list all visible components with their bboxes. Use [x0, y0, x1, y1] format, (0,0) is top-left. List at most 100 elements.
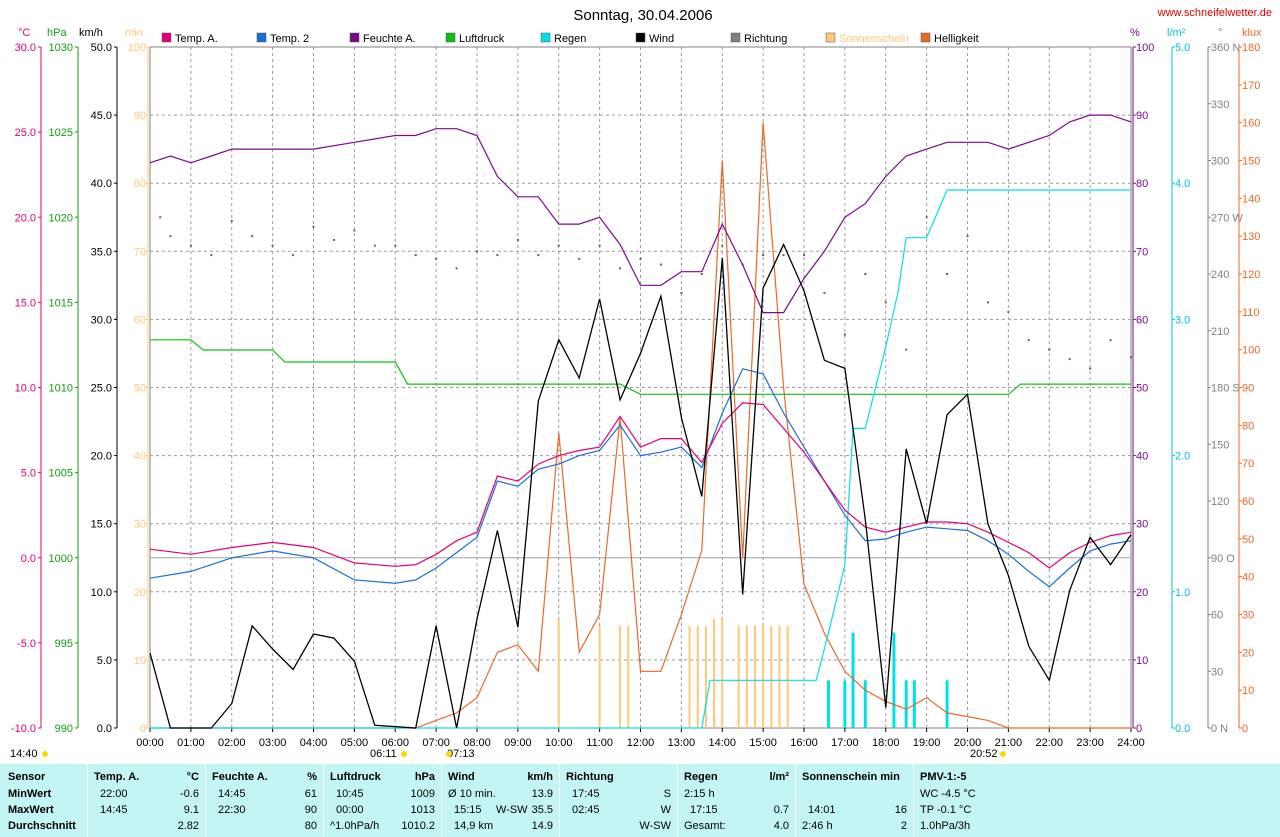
temp-unit: °C: [186, 771, 199, 783]
direction-point: [292, 254, 295, 257]
pressure-axis-label: 1020: [49, 212, 73, 224]
wind-axis-label: 45.0: [91, 110, 112, 122]
time-label: 20:00: [954, 737, 982, 749]
sunshine-header: Sonnenschein min: [802, 771, 900, 783]
wind-avg10-label: Ø 10 min.: [448, 788, 496, 800]
weather-chart: Sonntag, 30.04.2006 www.schneifelwetter.…: [10, 7, 1272, 760]
pressure-avg: 1010.2: [401, 820, 435, 832]
direction-axis-label: 270 W: [1211, 212, 1243, 224]
temp-max-val: 9.1: [183, 804, 199, 816]
legend-label-0: Temp. A.: [175, 33, 218, 45]
direction-axis-label: 0 N: [1211, 723, 1228, 735]
direction-point: [496, 254, 499, 257]
direction-point: [986, 301, 989, 304]
direction-point: [905, 348, 908, 351]
direction-point: [353, 229, 356, 232]
direction-point: [189, 244, 192, 247]
legend-swatch-4: [540, 32, 551, 43]
stats-panel: Sensor MinWert MaxWert Durchschnitt Temp…: [0, 764, 1280, 837]
direction-axis-label: 90 O: [1211, 553, 1235, 565]
direction-min-time: 17:45: [572, 788, 600, 800]
direction-point: [210, 254, 213, 257]
legend-swatch-6: [730, 32, 741, 43]
legend-label-7: Sonnenschein: [839, 33, 909, 45]
humidity-axis-label: 20: [1136, 587, 1148, 599]
direction-axis-label: 300: [1211, 156, 1229, 168]
direction-point: [516, 238, 519, 241]
time-label: 01:00: [177, 737, 205, 749]
direction-point: [455, 267, 458, 270]
pressure-axis-label: 995: [55, 638, 73, 650]
rain-total-label: Gesamt:: [684, 820, 726, 832]
pmv-tp: TP -0.1 °C: [920, 804, 972, 816]
temp-min-val: -0.6: [180, 788, 199, 800]
direction-point: [476, 250, 478, 253]
unit-humidity: %: [1130, 27, 1140, 39]
light-axis-label: 120: [1242, 269, 1260, 281]
direction-point: [659, 263, 662, 266]
temp-column: Temp. A. °C 22:00 -0.6 14:45 9.1 2.82: [88, 764, 206, 837]
time-label: 18:00: [872, 737, 900, 749]
pmv-header: PMV-1:-5: [920, 771, 967, 783]
pressure-axis-label: 1010: [49, 383, 73, 395]
pressure-unit: hPa: [414, 771, 435, 783]
sunshine-duration: 2:46 h: [802, 820, 833, 832]
series-regen: [150, 189, 1131, 729]
sun-axis-label: 10: [134, 655, 146, 667]
unit-rain: l/m²: [1167, 27, 1186, 39]
pressure-min-val: 1009: [410, 788, 435, 800]
sun-axis-label: 90: [134, 110, 146, 122]
time-label: 03:00: [259, 737, 287, 749]
time-label: 00:00: [136, 737, 164, 749]
sensor-column: Sensor MinWert MaxWert Durchschnitt: [0, 764, 88, 837]
moonrise-label: 14:40: [10, 748, 38, 760]
wind-axis-label: 20.0: [91, 451, 112, 463]
direction-axis-label: 120: [1211, 496, 1229, 508]
direction-point: [1089, 367, 1092, 370]
sun-axis-label: 30: [134, 519, 146, 531]
temp-max-time: 14:45: [100, 804, 128, 816]
direction-point: [843, 333, 846, 336]
direction-point: [598, 244, 601, 247]
noon-label: 07:13: [447, 748, 475, 760]
temp-avg: 2.82: [177, 820, 199, 832]
sun-axis-label: 20: [134, 587, 146, 599]
sun-axis-label: 100: [128, 42, 146, 54]
direction-max-time: 02:45: [572, 804, 600, 816]
humidity-max-time: 22:30: [218, 804, 246, 816]
direction-point: [537, 254, 540, 257]
humidity-axis-label: 50: [1136, 383, 1148, 395]
pressure-trend: ^1.0hPa/h: [330, 820, 380, 832]
humidity-axis-label: 80: [1136, 178, 1148, 190]
time-label: 14:00: [708, 737, 736, 749]
pressure-axis-label: 1030: [49, 42, 73, 54]
series-helligkeit: [150, 122, 1131, 729]
series-temp-a-: [149, 402, 1132, 569]
wind-max-time: 15:15: [454, 804, 482, 816]
legend: Temp. A. Temp. 2 Feuchte A. Luftdruck Regen W…: [161, 32, 979, 45]
rain-axis-label: 4.0: [1175, 178, 1190, 190]
wind-avg10-val: 13.9: [531, 788, 553, 800]
series-wind: [149, 242, 1132, 729]
direction-point: [435, 257, 438, 260]
direction-point: [169, 235, 172, 238]
temp-axis-label: 15.0: [15, 297, 36, 309]
pressure-axis-label: 990: [55, 723, 73, 735]
legend-swatch-0: [161, 32, 172, 43]
direction-axis-label: 180 S: [1211, 383, 1240, 395]
temp-axis-label: 30.0: [15, 42, 36, 54]
direction-point: [1048, 348, 1051, 351]
rain-axis-label: 2.0: [1175, 451, 1190, 463]
wind-distance: 14,9 km: [454, 820, 494, 832]
time-label: 09:00: [504, 737, 532, 749]
time-label: 17:00: [831, 737, 859, 749]
wind-max-dir: W-SW: [496, 804, 528, 816]
website-link[interactable]: www.schneifelwetter.de: [1157, 7, 1272, 19]
pressure-max-val: 1013: [410, 804, 435, 816]
temp-axis-label: 20.0: [15, 212, 36, 224]
wind-header: Wind: [448, 771, 475, 783]
sunshine-max-val: 16: [894, 804, 907, 816]
time-label: 08:00: [463, 737, 491, 749]
wind-axis-label: 10.0: [91, 587, 112, 599]
direction-point: [700, 273, 703, 275]
